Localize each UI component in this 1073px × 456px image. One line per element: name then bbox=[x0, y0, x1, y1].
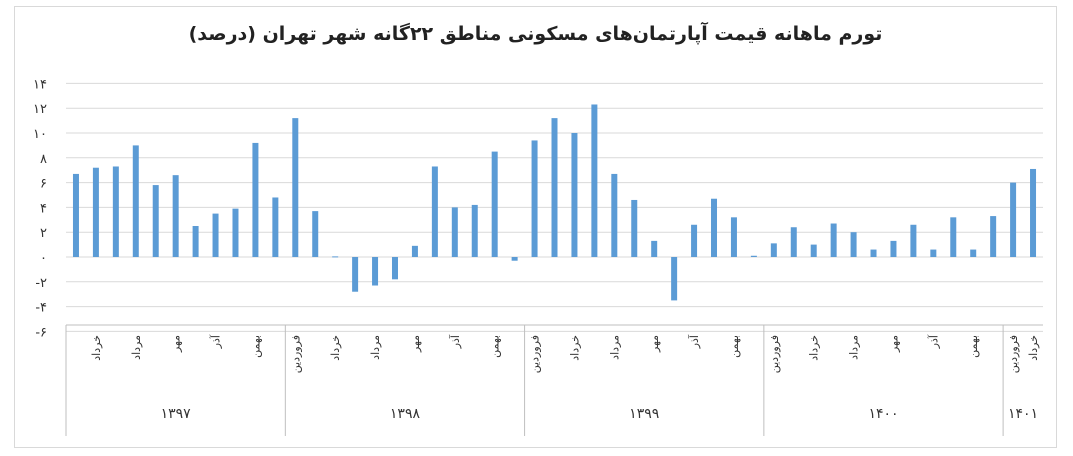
year-label: ۱۴۰۱ bbox=[1008, 406, 1038, 422]
y-tick-label: ۶ bbox=[40, 177, 47, 192]
bar bbox=[1030, 168, 1037, 257]
month-label: آذر bbox=[687, 334, 701, 349]
bar bbox=[910, 224, 917, 257]
chart-title: تورم ماهانه قیمت آپارتمان‌های مسکونی منا… bbox=[188, 23, 883, 45]
bar bbox=[711, 198, 718, 257]
bar bbox=[890, 240, 897, 257]
bar bbox=[930, 249, 937, 257]
month-label: مرداد bbox=[369, 335, 382, 360]
y-tick-label: ۱۴ bbox=[33, 77, 47, 92]
bar bbox=[152, 185, 159, 257]
bar bbox=[252, 142, 259, 257]
month-label: خرداد bbox=[90, 335, 103, 361]
bar bbox=[990, 216, 997, 257]
bar bbox=[790, 227, 797, 257]
bar bbox=[870, 249, 877, 257]
bar bbox=[391, 257, 398, 280]
bar bbox=[511, 257, 518, 261]
bar bbox=[591, 104, 598, 257]
bar bbox=[691, 224, 698, 257]
month-label: مرداد bbox=[848, 335, 861, 360]
bar bbox=[312, 211, 319, 257]
bar bbox=[352, 257, 359, 292]
y-tick-label: ۴ bbox=[40, 201, 47, 216]
y-tick-label: ۰ bbox=[40, 251, 47, 266]
bar bbox=[531, 140, 538, 257]
y-tick-label: -۴ bbox=[35, 301, 47, 316]
bar bbox=[970, 249, 977, 257]
bar bbox=[651, 240, 658, 257]
bar bbox=[770, 243, 777, 257]
bar bbox=[631, 199, 638, 257]
month-label: فروردین bbox=[529, 335, 542, 373]
y-tick-label: ۱۰ bbox=[33, 127, 47, 142]
bar bbox=[950, 217, 957, 257]
month-label: بهمن bbox=[489, 335, 502, 358]
bar bbox=[112, 166, 119, 257]
y-tick-label: ۸ bbox=[40, 152, 47, 167]
month-label: مهر bbox=[409, 335, 422, 353]
y-tick-label: ۱۲ bbox=[33, 102, 47, 117]
bar bbox=[810, 244, 817, 257]
bar bbox=[272, 197, 279, 257]
month-label: فروردین bbox=[1007, 335, 1020, 373]
bar bbox=[431, 166, 438, 257]
year-label: ۱۴۰۰ bbox=[868, 406, 898, 422]
year-label: ۱۳۹۹ bbox=[629, 406, 659, 422]
bar bbox=[372, 257, 379, 286]
bar bbox=[232, 208, 239, 257]
month-label: مهر bbox=[170, 335, 183, 353]
month-label: بهمن bbox=[728, 335, 741, 358]
bar bbox=[212, 213, 219, 257]
bar bbox=[132, 145, 139, 257]
month-label: آذر bbox=[209, 334, 223, 349]
month-label: مهر bbox=[648, 335, 661, 353]
bar bbox=[551, 118, 558, 258]
bar bbox=[92, 167, 99, 257]
bar bbox=[491, 151, 498, 257]
month-label: آذر bbox=[448, 334, 462, 349]
y-tick-label: ۲ bbox=[40, 226, 47, 241]
month-label: مرداد bbox=[608, 335, 621, 360]
bar bbox=[471, 204, 478, 257]
month-label: فروردین bbox=[289, 335, 302, 373]
bar bbox=[192, 226, 199, 257]
y-tick-label: -۶ bbox=[35, 325, 47, 340]
month-label: خرداد bbox=[808, 335, 821, 361]
bar bbox=[671, 257, 678, 301]
bar bbox=[411, 245, 418, 257]
bar bbox=[730, 217, 737, 257]
bar bbox=[72, 173, 79, 257]
month-label: آذر bbox=[926, 334, 940, 349]
bar bbox=[292, 118, 299, 258]
month-label: بهمن bbox=[967, 335, 980, 358]
bar bbox=[172, 175, 179, 257]
month-label: خرداد bbox=[1027, 335, 1040, 361]
bar bbox=[830, 223, 837, 257]
bar bbox=[571, 133, 578, 257]
bar bbox=[451, 207, 458, 257]
month-label: خرداد bbox=[329, 335, 342, 361]
month-label: بهمن bbox=[249, 335, 262, 358]
bar bbox=[611, 173, 618, 257]
y-tick-label: -۲ bbox=[35, 276, 47, 291]
month-label: فروردین bbox=[768, 335, 781, 373]
year-label: ۱۳۹۷ bbox=[161, 406, 192, 422]
month-label: مهر bbox=[887, 335, 900, 353]
year-label: ۱۳۹۸ bbox=[390, 406, 421, 422]
month-label: خرداد bbox=[568, 335, 581, 361]
bar bbox=[750, 255, 757, 257]
month-label: مرداد bbox=[130, 335, 143, 360]
bar bbox=[850, 232, 857, 257]
bar bbox=[1010, 182, 1017, 257]
bar bbox=[332, 256, 339, 258]
